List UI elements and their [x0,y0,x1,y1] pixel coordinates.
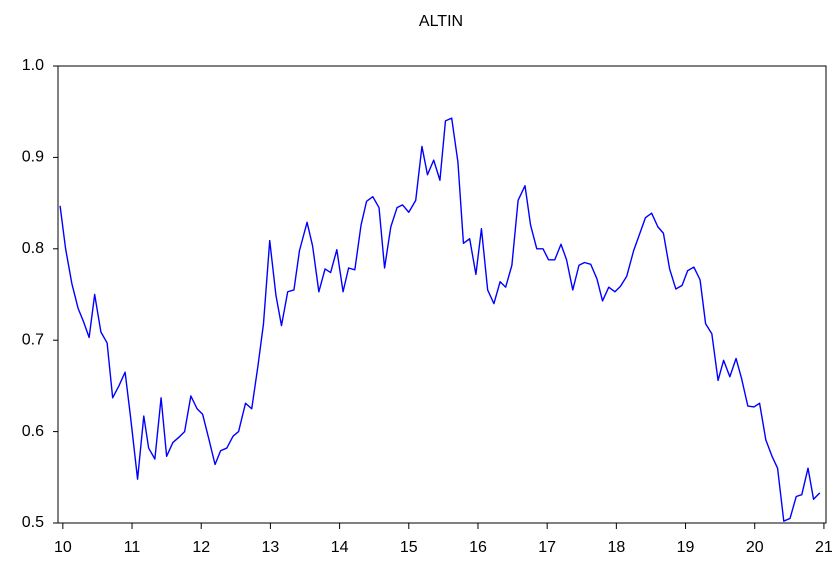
x-tick-label: 21 [815,539,833,556]
x-tick-label: 17 [538,539,556,556]
x-tick-label: 12 [192,539,210,556]
x-tick-label: 15 [400,539,418,556]
y-tick-label: 1.0 [22,57,44,74]
x-tick-label: 11 [124,539,141,556]
y-tick-label: 0.9 [22,149,44,166]
y-tick-label: 0.7 [22,331,44,348]
x-tick-label: 19 [677,539,695,556]
y-tick-label: 0.5 [22,514,44,531]
x-tick-label: 18 [607,539,625,556]
data-line [59,117,821,522]
chart-title: ALTIN [419,13,463,30]
x-tick-label: 13 [262,539,280,556]
plot-frame [57,65,827,524]
x-tick-label: 16 [469,539,487,556]
y-tick-label: 0.6 [22,423,44,440]
y-tick-label: 0.8 [22,240,44,257]
x-tick-label: 20 [746,539,764,556]
x-tick-label: 14 [331,539,349,556]
x-tick-label: 10 [54,539,72,556]
